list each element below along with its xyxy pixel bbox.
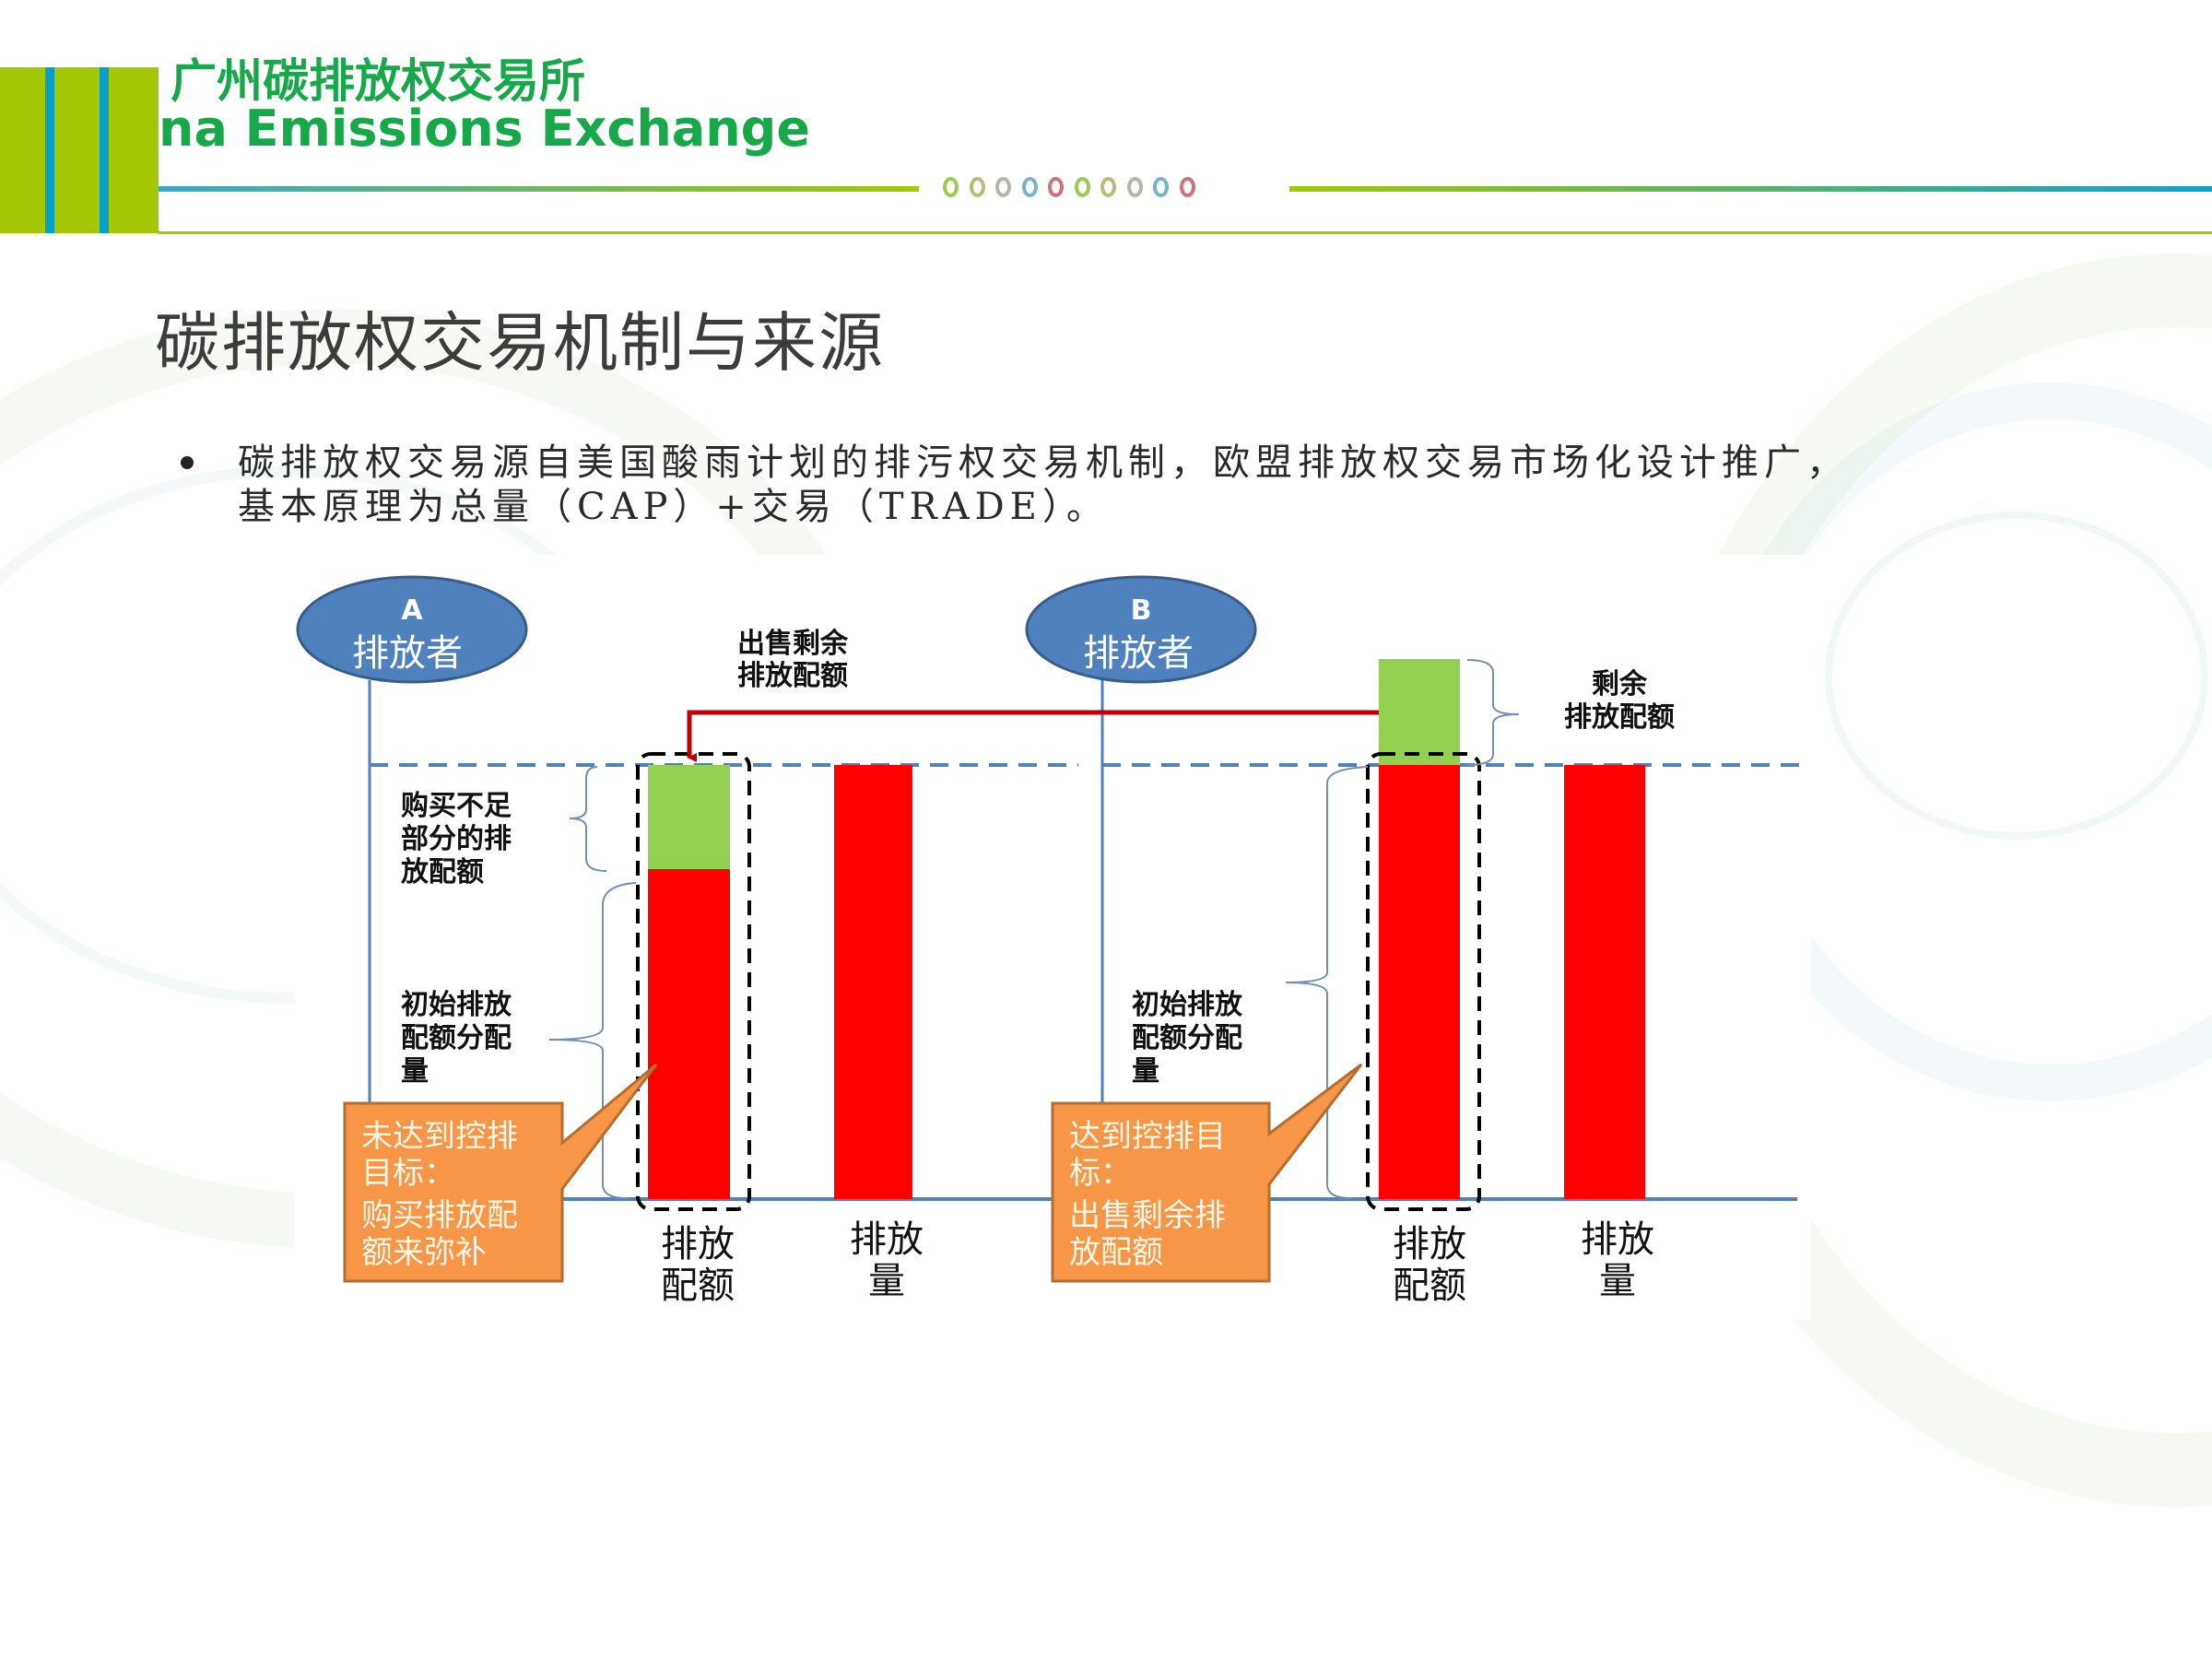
logo-block [0, 67, 159, 233]
callout-a-line1: 未达到控排 [361, 1118, 518, 1155]
a-emission-bar [834, 765, 912, 1199]
transfer-label-line1: 出售剩余 [737, 628, 849, 660]
callout-a-line4: 额来弥补 [361, 1234, 487, 1271]
emitter-b-ellipse [1025, 575, 1257, 684]
callout-b-line2: 标： [1069, 1155, 1132, 1192]
decor-circle-icon [1179, 177, 1195, 197]
decor-circle-icon [1048, 177, 1064, 197]
a-allowance-axis-label-line1: 排放 [661, 1223, 735, 1265]
decor-circles [943, 177, 1195, 197]
header-divider [159, 231, 2212, 234]
callout-b [1051, 1063, 1363, 1283]
decor-circle-icon [995, 177, 1011, 197]
bullet-line: 基本原理为总量（CAP）+交易（TRADE）。 [238, 486, 1109, 528]
bullet-line: 碳排放权交易源自美国酸雨计划的排污权交易机制，欧盟排放权交易市场化设计推广， [238, 441, 1849, 484]
a-initial-label-line1: 初始排放 [401, 989, 512, 1021]
bullet-icon [181, 456, 194, 469]
bullet-text: 碳排放权交易源自美国酸雨计划的排污权交易机制，欧盟排放权交易市场化设计推广， 基… [238, 441, 1849, 529]
b-emission-bar [1564, 765, 1645, 1199]
header-gradient-line-right [1289, 186, 2212, 192]
a-allowance-axis-label-line2: 配额 [661, 1265, 735, 1307]
b-surplus-label-line2: 排放配额 [1564, 701, 1675, 734]
b-allowance-axis-label-line1: 排放 [1393, 1223, 1466, 1265]
emitter-b-letter: B [1131, 594, 1152, 627]
transfer-arrow-icon [687, 710, 1379, 762]
callout-b-line4: 放配额 [1069, 1234, 1163, 1271]
logo-stripe [45, 67, 54, 233]
b-allowance-surplus-bar [1379, 659, 1460, 765]
decor-circle-icon [943, 177, 959, 197]
a-purchased-label-line3: 放配额 [400, 856, 484, 888]
b-surplus-brace [1466, 659, 1520, 766]
b-emission-axis-label-line2: 量 [1599, 1260, 1636, 1302]
b-initial-brace [1285, 766, 1369, 1199]
logo-stripe [100, 67, 109, 233]
a-initial-label-line3: 量 [401, 1055, 429, 1088]
b-initial-label-line3: 量 [1132, 1055, 1159, 1088]
emitter-a-letter: A [401, 594, 423, 627]
a-allowance-purchased-bar [648, 765, 730, 869]
slide-title: 碳排放权交易机制与来源 [155, 305, 885, 381]
decor-circle-icon [1126, 177, 1143, 197]
a-purchased-label-line2: 部分的排 [401, 823, 512, 855]
b-allowance-dashed-box [1366, 752, 1481, 1211]
callout-b-line3: 出售剩余排 [1069, 1197, 1226, 1234]
a-emission-axis-label-line2: 量 [868, 1260, 905, 1302]
decor-circle-icon [1153, 177, 1169, 197]
a-initial-brace [548, 882, 637, 1199]
a-allowance-dashed-box [636, 752, 751, 1211]
b-initial-label-line1: 初始排放 [1132, 989, 1243, 1021]
decor-circle-icon [969, 177, 985, 197]
org-name-en: na Emissions Exchange [159, 100, 810, 158]
b-allowance-axis-label-line2: 配额 [1393, 1265, 1466, 1307]
a-allowance-initial-bar [648, 869, 730, 1199]
callout-b-line1: 达到控排目 [1069, 1118, 1226, 1155]
b-initial-label-line2: 配额分配 [1132, 1022, 1242, 1054]
a-initial-label-line2: 配额分配 [401, 1022, 512, 1054]
org-name-cn: 广州碳排放权交易所 [171, 54, 585, 108]
b-emission-axis-label-line1: 排放 [1581, 1218, 1654, 1261]
emitter-a-label: 排放者 [352, 632, 463, 675]
decor-circle-icon [1074, 177, 1090, 197]
callout-a-line3: 购买排放配 [361, 1197, 518, 1234]
callout-a-line2: 目标： [361, 1155, 455, 1192]
a-purchased-label-line1: 购买不足 [401, 790, 512, 822]
decor-circle-icon [1021, 177, 1038, 197]
a-purchased-brace [569, 766, 607, 872]
a-emission-axis-label-line1: 排放 [850, 1218, 924, 1261]
b-surplus-label-line1: 剩余 [1592, 668, 1648, 700]
callout-a [343, 1063, 658, 1283]
emitter-b-label: 排放者 [1083, 632, 1194, 675]
b-allowance-initial-bar [1379, 765, 1460, 1199]
transfer-label-line2: 排放配额 [737, 660, 848, 692]
decor-circle-icon [1100, 177, 1116, 197]
emitter-a-ellipse [296, 575, 528, 684]
header-gradient-line-left [159, 186, 919, 192]
